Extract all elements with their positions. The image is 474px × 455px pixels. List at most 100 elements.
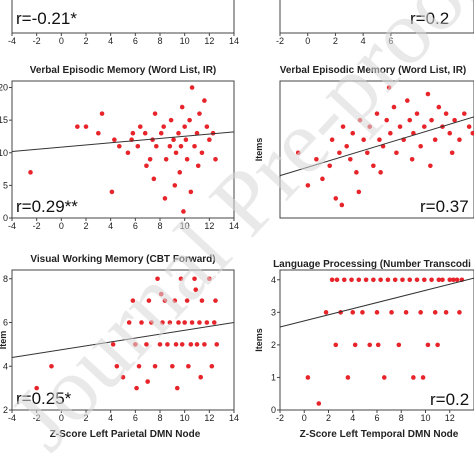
y-tick-label: 20	[0, 83, 8, 93]
data-point	[333, 196, 339, 201]
data-point	[392, 277, 398, 283]
data-point	[198, 374, 203, 380]
data-point	[114, 363, 120, 369]
data-point	[454, 277, 460, 283]
data-point	[181, 209, 186, 214]
data-point	[112, 137, 117, 143]
data-point	[305, 375, 311, 380]
data-point	[189, 320, 195, 325]
data-point	[457, 137, 462, 143]
x-tick-label: 8	[157, 36, 162, 46]
data-point	[96, 130, 101, 136]
data-point	[360, 310, 365, 315]
x-tick-label: 4	[108, 36, 113, 46]
y-tick-label: 2	[3, 405, 8, 415]
data-point	[158, 291, 164, 297]
data-point	[188, 342, 194, 347]
data-point	[391, 104, 397, 110]
data-point	[158, 130, 164, 136]
scatter-panel-2: -2024600r=0.2	[276, 0, 474, 46]
x-tick-label: -4	[8, 221, 16, 231]
data-point	[178, 143, 184, 149]
data-point	[192, 143, 197, 149]
data-point	[49, 363, 54, 369]
data-point	[211, 320, 217, 325]
data-point	[349, 277, 354, 283]
x-tick-label: 10	[180, 413, 190, 423]
data-point	[110, 342, 116, 347]
data-point	[470, 130, 474, 136]
data-point	[204, 124, 210, 129]
plot-frame	[279, 80, 474, 219]
data-point	[443, 111, 449, 116]
x-tick-label: 12	[204, 36, 214, 46]
data-point	[363, 277, 369, 283]
data-point	[385, 277, 391, 283]
x-tick-label: 2	[333, 36, 338, 46]
y-tick-label: 2	[271, 340, 276, 350]
data-point	[133, 342, 138, 347]
data-point	[377, 137, 382, 143]
x-tick-label: 10	[180, 36, 190, 46]
data-point	[154, 143, 159, 149]
x-tick-label: 0	[59, 221, 64, 231]
x-tick-label: -2	[276, 413, 284, 423]
data-point	[462, 111, 467, 116]
x-tick-label: 0	[305, 36, 310, 46]
data-point	[384, 117, 390, 123]
data-point	[389, 310, 394, 315]
y-tick-label: 4	[3, 361, 8, 371]
data-point	[443, 310, 449, 315]
data-point	[184, 298, 190, 303]
data-point	[323, 310, 329, 315]
data-point	[429, 277, 434, 283]
x-tick-label: 14	[229, 36, 239, 46]
data-point	[179, 104, 185, 110]
data-point	[447, 130, 453, 136]
regression-line	[279, 277, 474, 328]
data-point	[466, 124, 472, 129]
data-point	[172, 183, 178, 188]
data-point	[361, 137, 366, 143]
data-point	[163, 156, 169, 162]
data-point	[194, 342, 200, 347]
data-point	[407, 117, 413, 123]
correlation-label: r=0.29**	[16, 197, 78, 216]
data-point	[172, 298, 178, 303]
correlation-label: r=0.2	[410, 9, 449, 28]
data-point	[386, 85, 392, 90]
data-point	[340, 124, 346, 129]
data-point	[356, 277, 362, 283]
plot-frame	[279, 0, 474, 34]
data-point	[394, 150, 399, 156]
x-tick-label: -4	[8, 413, 16, 423]
x-tick-label: 2	[83, 221, 88, 231]
data-point	[146, 298, 152, 303]
x-tick-label: 14	[229, 413, 239, 423]
data-point	[167, 143, 173, 149]
data-point	[329, 277, 335, 283]
data-point	[418, 143, 423, 149]
data-point	[371, 277, 376, 283]
y-tick-label: 1	[271, 372, 276, 382]
data-point	[199, 298, 205, 303]
data-point	[99, 111, 105, 116]
data-point	[194, 130, 200, 136]
data-point	[374, 310, 380, 315]
data-point	[344, 143, 349, 149]
data-point	[134, 385, 139, 391]
data-point	[173, 342, 179, 347]
y-axis-label: Items	[254, 138, 264, 162]
x-tick-label: 12	[204, 221, 214, 231]
scatter-panel-4: Verbal Episodic Memory (Word List, IR) r=…	[254, 65, 474, 219]
data-point	[150, 137, 155, 143]
data-point	[109, 189, 115, 195]
data-point	[352, 342, 358, 348]
y-tick-label: 5	[3, 180, 8, 190]
data-point	[176, 130, 181, 136]
data-point	[409, 156, 415, 162]
correlation-label: r=-0.21*	[16, 9, 77, 28]
data-point	[411, 130, 416, 136]
x-tick-label: 0	[59, 36, 64, 46]
data-point	[421, 124, 427, 129]
